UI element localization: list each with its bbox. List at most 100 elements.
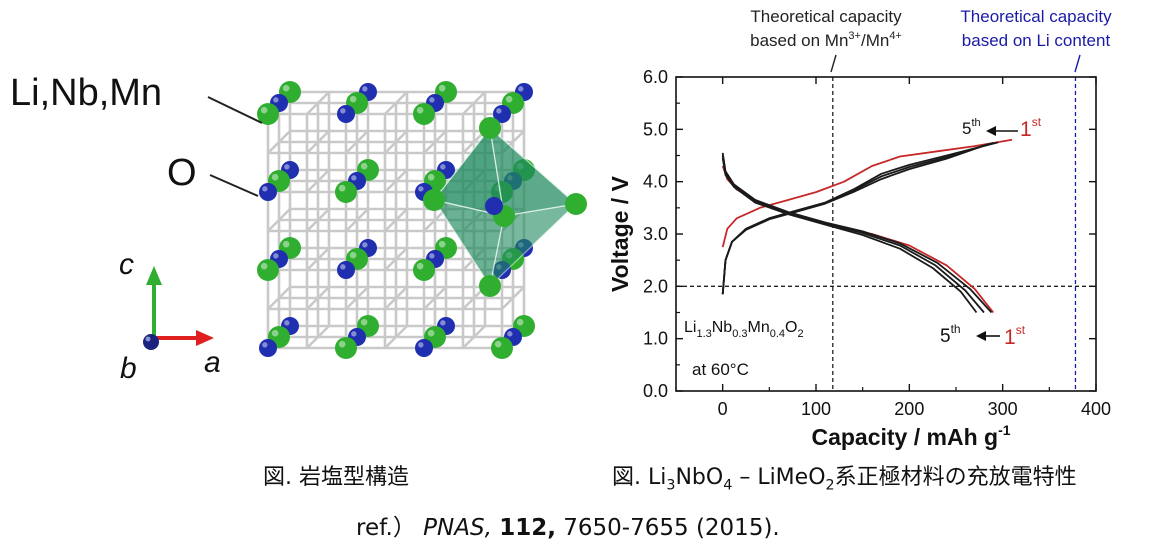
cation-leader-line (207, 96, 263, 124)
atom-highlight (282, 84, 290, 92)
reference-citation: ref.） PNAS, 112, 7650-7655 (2015). (356, 508, 780, 542)
atom-highlight (340, 108, 346, 114)
atom-highlight (516, 318, 524, 326)
x-tick-label-400: 400 (1081, 399, 1111, 419)
octahedron-face (489, 126, 578, 217)
y-tick-label-1.0: 1.0 (643, 329, 668, 349)
chart-axes: 0 100 200 300 400 0.0 1.0 2.0 3.0 4.0 5.0 6.0 (643, 67, 1111, 419)
oxygen-atom (423, 189, 445, 211)
axis-b-label: b (120, 352, 137, 385)
atom-highlight (418, 342, 424, 348)
atom-highlight (440, 164, 446, 170)
atom-highlight (416, 106, 424, 114)
series-cycle-5-charge (721, 143, 989, 295)
x-axis-title: Capacity / mAh g-1 (811, 422, 1010, 450)
cation-label: Li,Nb,Mn (10, 72, 162, 114)
y-tick-label-6.0: 6.0 (643, 67, 668, 87)
mn-capacity-pointer (830, 54, 837, 73)
coordination-octahedron (423, 117, 587, 297)
mn-capacity-label-line2: based on Mn3+/Mn4+ (750, 30, 902, 50)
cation-atom (485, 197, 503, 215)
y-tick-label-3.0: 3.0 (643, 224, 668, 244)
series-cycle-2-charge (721, 141, 999, 295)
reference-pages: 7650-7655 (2015). (563, 515, 780, 541)
atom-highlight (429, 97, 435, 103)
cation-atom (337, 261, 355, 279)
atom-highlight (496, 108, 502, 114)
cation-atom (415, 339, 433, 357)
atom-highlight (351, 331, 357, 337)
upper-5th-label: 5th (962, 117, 981, 138)
atom-highlight (416, 262, 424, 270)
y-tick-label-2.0: 2.0 (643, 276, 668, 296)
atom-highlight (338, 340, 346, 348)
oxygen-atom (413, 103, 435, 125)
atom-highlight (438, 240, 446, 248)
lower-5th-label: 5th (940, 322, 961, 347)
atom-highlight (271, 173, 279, 181)
oxygen-atom (257, 259, 279, 281)
atom-highlight (427, 173, 435, 181)
reference-journal: PNAS, (423, 515, 492, 541)
oxygen-atom (565, 193, 587, 215)
series-cycle-5-discharge (721, 157, 978, 314)
atom-highlight (440, 320, 446, 326)
atom-highlight (282, 240, 290, 248)
atom-highlight (507, 331, 513, 337)
temperature-label: at 60°C (692, 360, 749, 379)
x-tick-label-100: 100 (801, 399, 831, 419)
mn-capacity-label-line1: Theoretical capacity (750, 7, 902, 26)
series-cycle-1-charge (721, 138, 1013, 248)
atom-highlight (284, 320, 290, 326)
chart-caption: 図. Li3NbO4 – LiMeO2系正極材料の充放電特性 (612, 465, 1077, 494)
atom-highlight (360, 318, 368, 326)
reference-prefix: ref.） (356, 515, 416, 541)
oxygen-atom (257, 103, 279, 125)
oxygen-atom (479, 117, 501, 139)
axis-a-label: a (204, 346, 221, 379)
atom-highlight (284, 164, 290, 170)
octahedron-face (489, 203, 578, 288)
oxygen-atom (479, 275, 501, 297)
atom-highlight (262, 186, 268, 192)
y-tick-label-0.0: 0.0 (643, 381, 668, 401)
charge-discharge-chart: 0 100 200 300 400 0.0 1.0 2.0 3.0 4.0 5.0 6.0 (643, 67, 1111, 419)
cation-atom (259, 339, 277, 357)
atom-highlight (262, 342, 268, 348)
atom-highlight (518, 86, 524, 92)
axis-c-label: c (119, 248, 134, 281)
cation-atom (337, 105, 355, 123)
oxygen-label: O (167, 152, 197, 194)
reference-volume: 112, (499, 515, 556, 541)
charge-discharge-curves (676, 77, 1096, 391)
li-capacity-label-line1: Theoretical capacity (960, 7, 1112, 26)
atom-highlight (273, 253, 279, 259)
y-tick-label-4.0: 4.0 (643, 172, 668, 192)
atom-highlight (340, 264, 346, 270)
atom-highlight (260, 106, 268, 114)
oxygen-atom (413, 259, 435, 281)
atom-highlight (349, 95, 357, 103)
lower-1st-label: 1st (1004, 323, 1026, 349)
x-tick-label-300: 300 (988, 399, 1018, 419)
atom-highlight (438, 84, 446, 92)
atom-highlight (427, 329, 435, 337)
crystal-axes (143, 266, 214, 350)
x-tick-label-0: 0 (718, 399, 728, 419)
oxygen-atom (335, 181, 357, 203)
series-cycle-3-discharge (721, 155, 985, 314)
atom-highlight (418, 186, 424, 192)
atom-highlight (351, 175, 357, 181)
li-capacity-pointer (1074, 54, 1081, 73)
oxygen-atom (491, 337, 513, 359)
li-capacity-label-line2: based on Li content (962, 31, 1111, 50)
atom-highlight (360, 162, 368, 170)
atom-highlight (349, 251, 357, 259)
cation-atom (493, 105, 511, 123)
y-tick-label-5.0: 5.0 (643, 119, 668, 139)
atom-highlight (494, 340, 502, 348)
upper-1st-label: 1st (1020, 115, 1042, 141)
atom-highlight (271, 329, 279, 337)
atom-highlight (362, 242, 368, 248)
